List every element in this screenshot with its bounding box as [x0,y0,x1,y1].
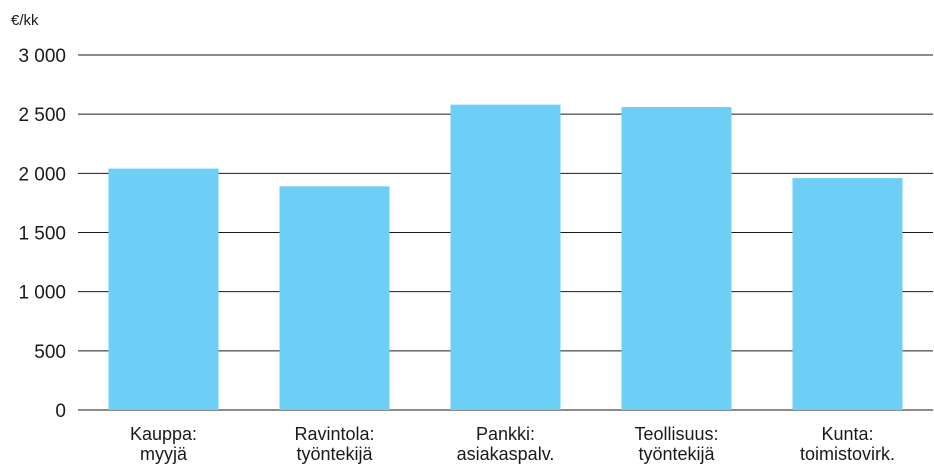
bar [450,104,561,410]
y-tick-label: 500 [34,342,66,363]
x-category-label: myyjä [140,444,188,464]
x-category-label: toimistovirk. [800,444,895,464]
x-category-label: Pankki: [476,424,535,444]
x-category-label: työntekijä [296,444,373,464]
bar [792,178,903,410]
y-tick-label: 0 [55,401,66,422]
x-category-label: Ravintola: [294,424,374,444]
bar [279,186,390,410]
y-tick-label: 1 000 [18,283,66,304]
y-tick-label: 2 500 [18,105,66,126]
bar [108,168,219,410]
y-tick-label: 1 500 [18,224,66,245]
y-axis-tick-labels: 0 500 1 000 1 500 2 000 2 500 3 000 [18,46,66,422]
bar [621,107,732,411]
y-tick-label: 3 000 [18,46,66,67]
bars [108,104,903,411]
x-category-label: työntekijä [638,444,715,464]
x-axis-category-labels: Kauppa:myyjäRavintola:työntekijäPankki:a… [130,424,895,464]
y-tick-label: 2 000 [18,164,66,185]
x-category-label: asiakaspalv. [457,444,555,464]
x-category-label: Kauppa: [130,424,197,444]
x-category-label: Kunta: [821,424,873,444]
x-category-label: Teollisuus: [634,424,718,444]
y-axis-unit-label: €/kk [11,12,39,29]
